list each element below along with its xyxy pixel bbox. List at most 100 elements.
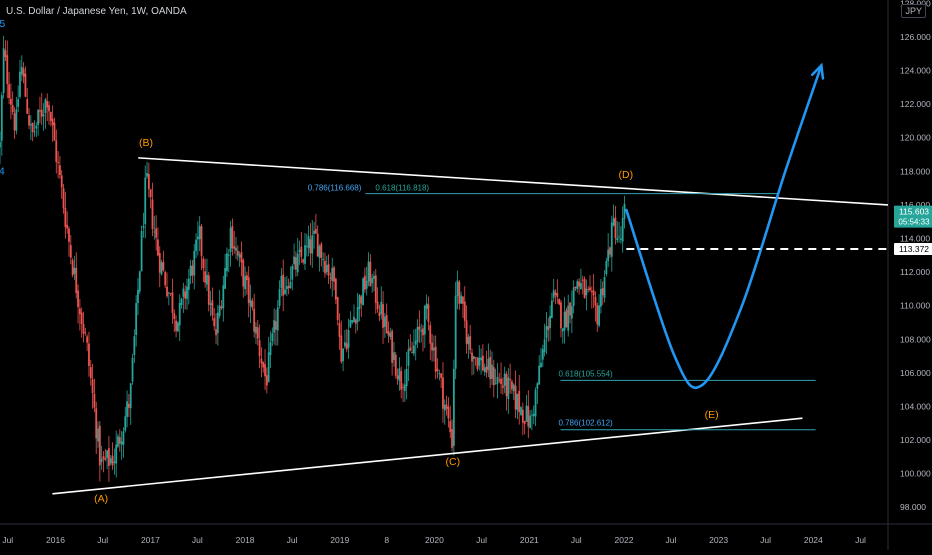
candle-body [342,348,345,362]
candle-body [494,383,497,385]
candle-body [204,271,207,283]
candle-body [264,364,266,377]
candle-body [95,408,98,439]
fib-label: 0.786(102.612) [558,419,613,428]
candle-body [48,105,50,112]
candle-body [84,332,87,334]
candle-body [189,265,192,277]
candle-body [0,141,1,148]
candle-body [44,99,47,114]
candle-body [403,384,406,391]
candle-body [202,258,205,269]
candle-body [503,373,506,386]
candle-body [146,173,148,177]
x-tick-label: Jul [665,535,676,545]
candle-body [616,237,619,241]
candle-body [527,406,530,427]
candle-body [198,226,201,240]
candle-body [316,233,319,257]
candle-body [314,229,317,234]
candle-body [285,286,288,290]
candle-body [411,352,414,353]
candle-body [102,456,105,460]
candle-body [558,299,561,305]
candle-body [418,326,421,330]
candle-body [382,304,384,328]
x-tick-label: 2017 [141,535,160,545]
candle-body [427,304,430,323]
candle-body [173,313,176,320]
price-marker-label: 115.603 [899,207,929,217]
candle-body [247,277,250,304]
candle-body [40,109,43,117]
candle-body [55,140,58,162]
candle-body [211,300,214,316]
candle-body [117,436,119,447]
candle-body [151,199,154,230]
candle-body [302,259,305,263]
candle-body [160,262,163,275]
candle-body [109,458,112,464]
price-marker-bg [894,243,932,256]
candle-body [153,231,156,233]
candle-body [122,431,125,445]
candle-body [62,188,65,209]
candle-body [414,340,417,345]
candle-body [347,330,350,348]
trendline-upper [138,157,889,206]
candle-body [88,343,90,367]
candle-body [521,409,524,423]
candle-body [520,407,522,415]
candle-body [482,355,484,371]
candle-body [480,357,482,361]
candle-body [69,245,72,258]
candle-body [458,281,461,304]
candle-body [590,291,593,292]
candle-body [507,377,510,399]
candle-body [567,305,570,331]
candle-body [177,322,179,332]
candle-body [438,373,441,375]
candle-body [324,260,326,274]
candle-body [304,245,306,264]
candle-body [60,175,63,188]
candle-body [529,415,532,428]
candle-body [2,48,5,93]
candle-body [209,303,212,305]
candle-body [106,450,109,459]
candle-body [175,320,177,331]
candle-body [371,278,374,284]
candle-body [226,253,228,272]
candle-body [580,283,582,290]
chart-title: U.S. Dollar / Japanese Yen, 1W, OANDA [6,6,187,17]
currency-badge[interactable]: JPY [901,4,926,18]
candle-body [126,401,128,417]
candle-body [322,259,325,260]
candle-body [374,275,377,303]
candle-body [42,114,45,117]
candle-body [276,307,279,331]
x-tick-label: Jul [760,535,771,545]
candle-body [587,289,590,290]
candle-body [500,378,502,385]
candle-body [598,305,600,326]
candle-body [445,404,448,409]
candle-body [483,367,486,373]
candle-body [129,383,132,409]
candle-body [293,256,295,265]
candle-body [262,361,265,368]
candle-body [391,330,394,363]
x-tick-label: Jul [287,535,298,545]
candle-body [460,295,463,304]
candle-body [509,378,512,381]
candle-body [469,336,472,350]
x-tick-label: 2022 [615,535,634,545]
candle-body [33,131,36,133]
candle-body [373,275,375,279]
candle-body [193,250,196,276]
candle-body [338,322,341,337]
candle-body [570,306,573,319]
candle-body [574,286,577,289]
